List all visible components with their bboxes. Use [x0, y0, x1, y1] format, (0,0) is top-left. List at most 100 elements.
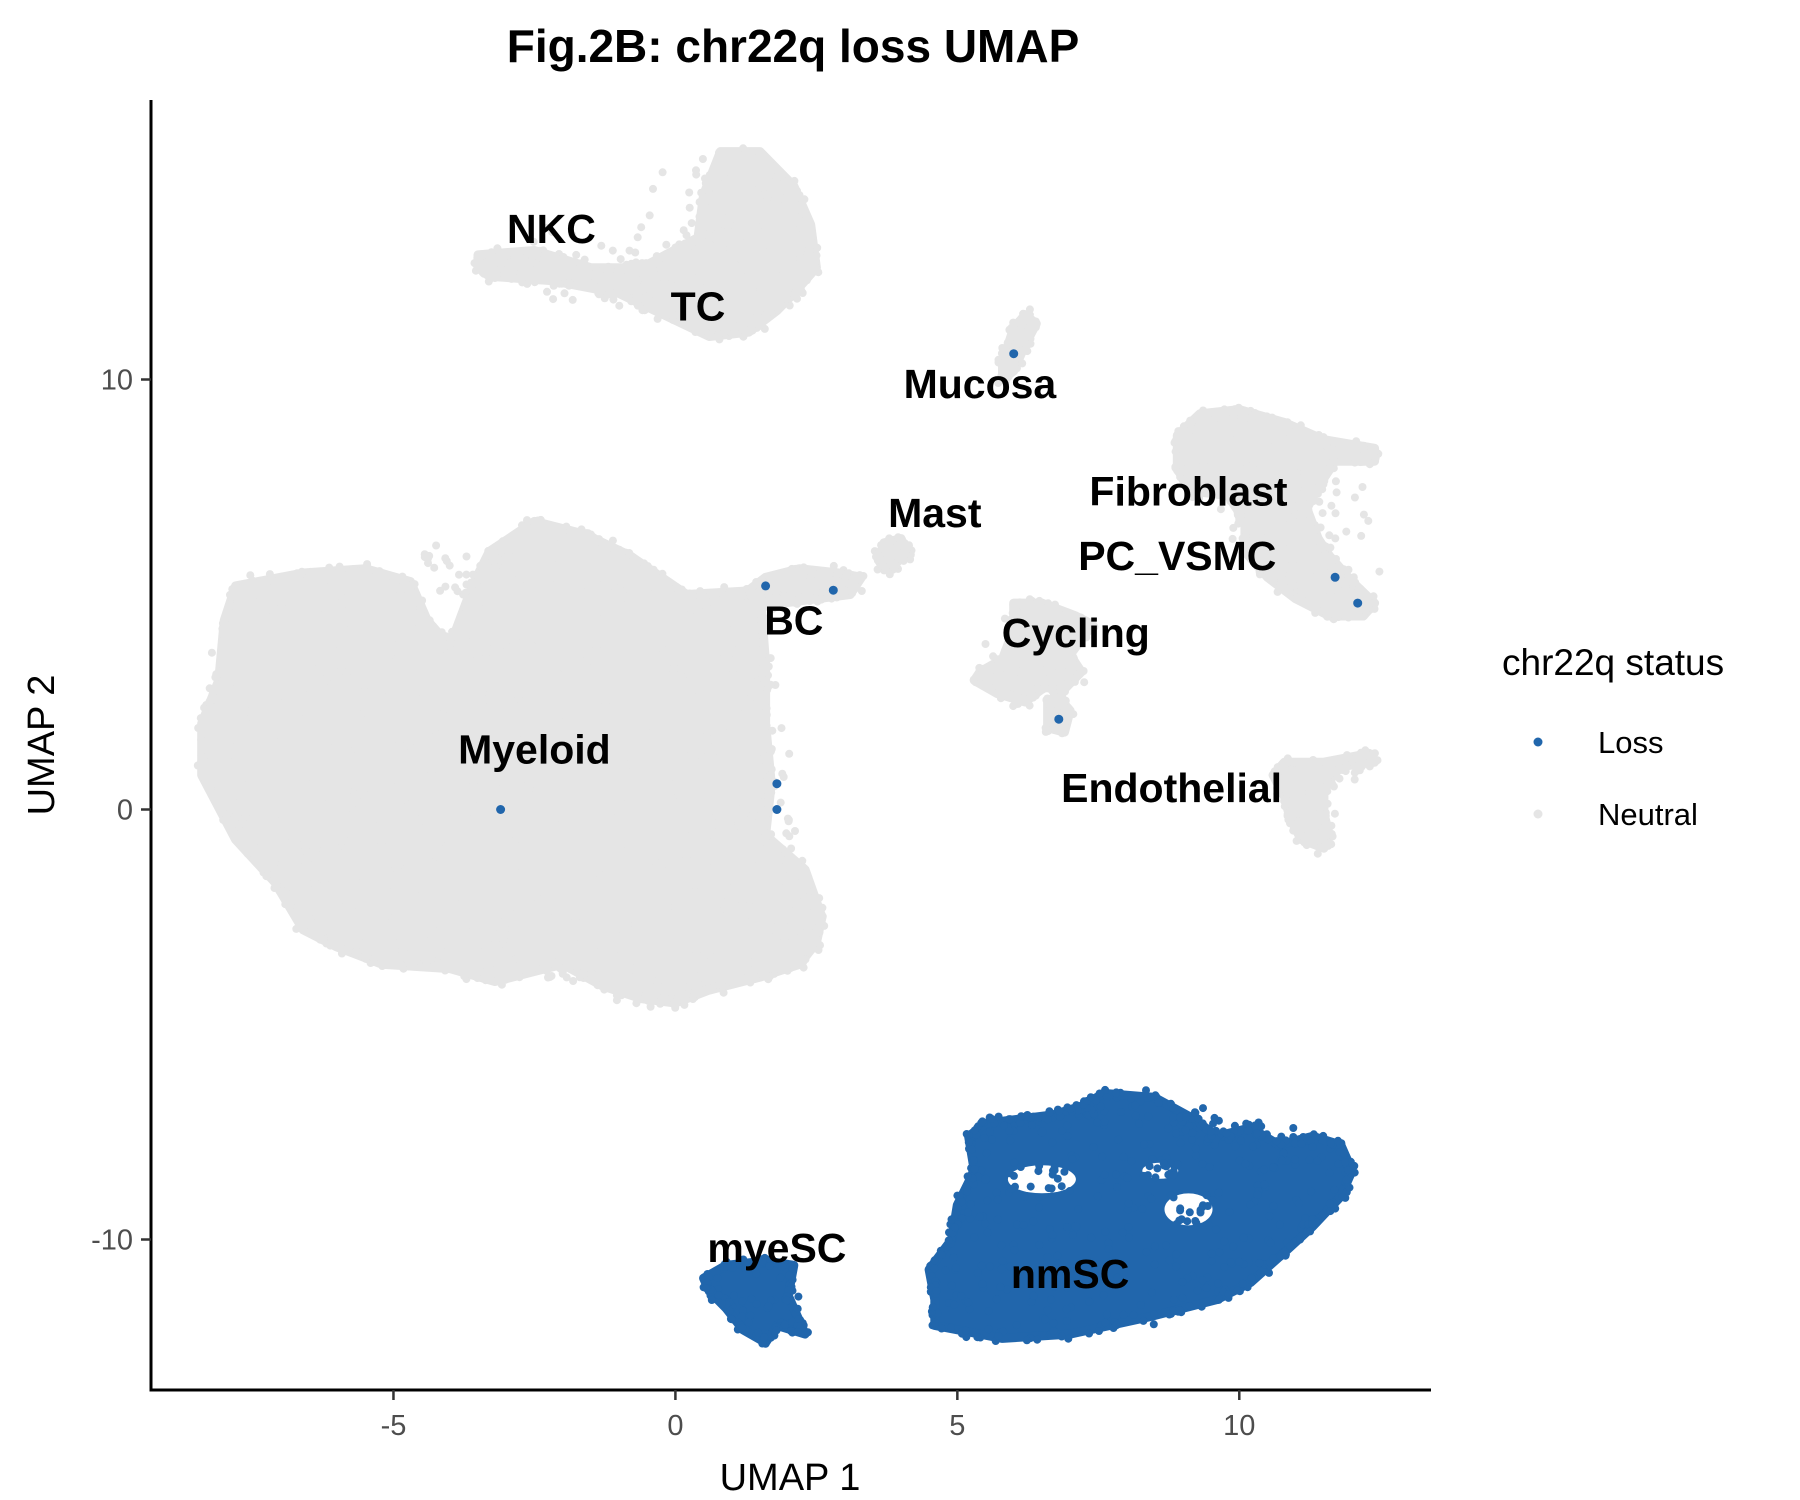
point-neutral [292, 908, 301, 917]
point-neutral [739, 332, 748, 341]
point-loss [1266, 1238, 1275, 1247]
point-neutral [534, 700, 543, 708]
series-neutral [193, 144, 1384, 1012]
point-neutral [642, 562, 650, 571]
cluster-label-pc-vsmc: PC_VSMC [1078, 533, 1276, 579]
point-neutral [1325, 531, 1334, 540]
point-neutral [353, 878, 361, 887]
point-neutral [832, 593, 841, 602]
point-neutral [1299, 760, 1308, 769]
point-neutral [1007, 618, 1016, 627]
point-neutral [462, 552, 471, 561]
point-loss [496, 805, 506, 814]
point-neutral [436, 837, 445, 846]
point-neutral [1220, 405, 1229, 414]
point-neutral [1043, 726, 1052, 735]
point-neutral [705, 171, 714, 179]
point-neutral [1061, 703, 1069, 712]
point-neutral [763, 780, 772, 789]
point-neutral [1314, 760, 1323, 769]
point-loss [1098, 1152, 1107, 1161]
point-neutral [235, 679, 244, 688]
point-neutral [708, 957, 717, 966]
point-neutral [616, 268, 625, 277]
point-neutral [580, 560, 589, 569]
point-loss [782, 1296, 791, 1305]
cluster-endothelial [1268, 746, 1382, 858]
point-loss [1104, 1245, 1113, 1253]
point-neutral [759, 820, 767, 829]
point-neutral [1350, 775, 1359, 784]
point-loss [969, 1156, 978, 1165]
point-neutral [1317, 469, 1326, 478]
point-loss [998, 1256, 1007, 1265]
point-neutral [452, 962, 460, 971]
point-neutral [396, 842, 404, 851]
cluster-label-myeloid: Myeloid [458, 726, 611, 772]
point-neutral [727, 864, 736, 873]
point-neutral [601, 700, 610, 709]
point-neutral [218, 624, 227, 633]
point-loss [1147, 1288, 1156, 1297]
point-loss [1341, 1158, 1350, 1167]
point-neutral [548, 927, 557, 936]
point-neutral [320, 877, 329, 886]
point-neutral [206, 782, 215, 791]
point-neutral [715, 923, 724, 932]
point-loss [1286, 1242, 1295, 1251]
point-neutral [258, 614, 267, 623]
point-neutral [512, 633, 520, 642]
point-neutral [729, 150, 738, 159]
point-neutral [344, 947, 353, 955]
point-neutral [784, 182, 793, 191]
point-loss [1199, 1104, 1207, 1113]
point-neutral [634, 296, 642, 305]
point-neutral [788, 566, 797, 575]
point-loss [962, 1130, 971, 1138]
point-neutral [604, 811, 612, 819]
point-neutral [1229, 523, 1238, 532]
point-loss [1111, 1089, 1120, 1098]
point-loss [978, 1279, 987, 1288]
point-neutral [527, 964, 536, 973]
point-neutral [551, 819, 560, 827]
point-neutral [410, 810, 419, 819]
point-neutral [1315, 807, 1324, 816]
point-neutral [791, 207, 799, 216]
point-neutral [1046, 704, 1055, 713]
point-neutral [811, 258, 820, 266]
point-neutral [634, 289, 643, 298]
point-neutral [783, 294, 791, 303]
point-neutral [323, 670, 332, 679]
point-neutral [809, 569, 817, 578]
point-neutral [265, 570, 274, 579]
point-neutral [762, 310, 771, 319]
point-neutral [1040, 680, 1049, 689]
point-loss [766, 1255, 775, 1264]
point-loss [828, 585, 838, 595]
point-loss [1244, 1126, 1253, 1135]
point-neutral [1001, 646, 1009, 655]
point-neutral [590, 760, 599, 768]
point-neutral [1058, 696, 1067, 705]
point-neutral [476, 570, 485, 579]
cluster-mast [870, 533, 916, 579]
point-neutral [543, 961, 552, 970]
point-neutral [1231, 475, 1240, 483]
point-neutral [577, 531, 586, 540]
point-loss [1016, 1163, 1025, 1171]
point-neutral [1221, 436, 1230, 445]
point-loss [1239, 1233, 1248, 1242]
point-loss [1062, 1305, 1071, 1314]
point-neutral [463, 693, 471, 702]
point-neutral [777, 172, 786, 181]
point-neutral [222, 811, 231, 820]
point-neutral [687, 219, 696, 228]
point-loss [1191, 1144, 1200, 1153]
point-loss [982, 1149, 991, 1158]
point-neutral [1277, 559, 1286, 567]
point-neutral [712, 276, 721, 285]
point-neutral [553, 744, 562, 753]
point-loss [930, 1318, 939, 1327]
point-neutral [364, 791, 373, 800]
